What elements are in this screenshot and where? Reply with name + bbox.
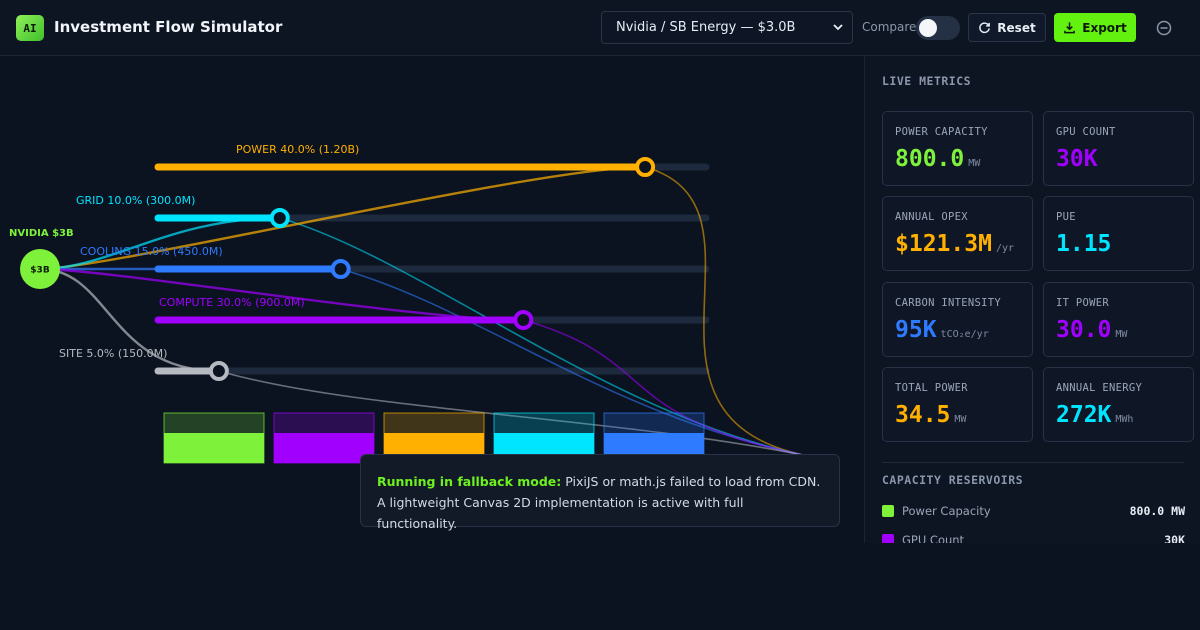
app-header: AI Investment Flow Simulator Nvidia / SB… [0,0,1200,56]
reservoir-fill [164,433,264,463]
metric-label: ANNUAL OPEX [895,211,968,223]
metric-value: 800.0 [895,146,965,172]
outflow-curve [218,370,809,457]
allocation-label-power: POWER 40.0% (1.20B) [236,143,360,156]
notice-text: PixiJS or math.js failed to load from CD… [377,474,821,531]
allocation-label-compute: COMPUTE 30.0% (900.0M) [159,296,305,309]
metric-value: 272K [1056,402,1112,428]
metric-card: PUE 1.15 [1043,196,1194,271]
export-label: Export [1082,20,1127,35]
metric-card: TOTAL POWER 34.5 MW [882,367,1033,442]
metric-label: TOTAL POWER [895,382,968,394]
metric-value-wrap: 30K [1056,146,1102,172]
metric-value-wrap: 1.15 [1056,231,1115,257]
metric-card: ANNUAL OPEX $121.3M/yr [882,196,1033,271]
notice-highlight: Running in fallback mode: [377,474,562,489]
metric-value-wrap: 272K MWh [1056,402,1133,428]
metric-card: GPU COUNT 30K [1043,111,1194,186]
allocation-label-site: SITE 5.0% (150.0M) [59,347,168,360]
metric-label: CARBON INTENSITY [895,297,1001,309]
reservoir-fill [274,433,374,463]
flow-canvas[interactable]: $3B NVIDIA $3B POWER 40.0% (1.20B) GRID 1… [0,56,864,630]
inflow-curve [39,216,280,271]
allocation-handle [330,259,351,279]
metric-value-wrap: $121.3M/yr [895,231,1014,257]
metric-card: CARBON INTENSITY 95K tCO₂e/yr [882,282,1033,357]
app-logo: AI [16,15,44,41]
allocation-handle [513,310,534,330]
allocation-label-grid: GRID 10.0% (300.0M) [76,194,196,207]
metric-unit: MW [1115,329,1128,340]
metric-card: POWER CAPACITY 800.0 MW [882,111,1033,186]
source-label: NVIDIA $3B [9,228,74,239]
metric-value-wrap: 95K tCO₂e/yr [895,317,989,343]
reservoirs-title: CAPACITY RESERVOIRS [882,473,1024,487]
metric-unit: /yr [995,243,1014,254]
metric-value-wrap: 30.0 MW [1056,317,1127,343]
metric-value: 34.5 [895,402,951,428]
export-button[interactable]: Export [1054,13,1136,42]
reservoir-swatch [882,534,894,543]
compare-label: Compare [862,20,917,34]
metric-value-wrap: 800.0 MW [895,146,980,172]
download-icon [1064,22,1076,34]
inflow-curve [39,267,219,373]
allocation-label-cooling: COOLING 15.0% (450.0M) [80,245,223,258]
source-node [20,249,60,289]
reset-button[interactable]: Reset [968,13,1046,42]
reset-label: Reset [997,20,1036,35]
reservoir-name: GPU Count [902,533,965,543]
scenario-select[interactable]: Nvidia / SB Energy — $3.0B [601,11,853,44]
metric-value: $121.3M [895,231,992,257]
fallback-notice: Running in fallback mode: PixiJS or math… [360,454,840,531]
allocation-handle [208,361,229,381]
chevron-down-icon [833,24,843,31]
metric-value: 30.0 [1056,317,1112,343]
refresh-icon [979,22,991,34]
compare-toggle[interactable] [916,16,960,40]
metric-value: 30K [1056,146,1098,172]
metric-label: IT POWER [1056,297,1109,309]
reservoir-row: Power Capacity 800.0 MW [882,503,1185,519]
live-metrics-title: LIVE METRICS [882,74,972,88]
reservoir-swatch [882,505,894,517]
minimize-icon[interactable] [1154,18,1174,38]
metrics-sidebar: LIVE METRICS POWER CAPACITY 800.0 MW GPU CO… [864,56,1200,543]
metric-label: POWER CAPACITY [895,126,988,138]
metric-unit: MWh [1115,414,1134,425]
sidebar-divider [882,462,1184,463]
metric-label: PUE [1056,211,1076,223]
metric-label: ANNUAL ENERGY [1056,382,1143,394]
source-node-label: $3B [30,266,50,276]
app-title: Investment Flow Simulator [54,18,283,36]
scenario-select-value: Nvidia / SB Energy — $3.0B [616,20,796,35]
metric-value: 1.15 [1056,231,1112,257]
allocation-handle [635,157,656,177]
reservoir-row: GPU Count 30K [882,532,1185,543]
reservoir-name: Power Capacity [902,504,991,518]
metric-card: IT POWER 30.0 MW [1043,282,1194,357]
inflow-curve [39,165,646,271]
metric-value-wrap: 34.5 MW [895,402,966,428]
metric-unit: MW [954,414,967,425]
reservoir-value: 800.0 MW [1129,504,1185,518]
metric-unit: tCO₂e/yr [940,329,989,340]
metric-card: ANNUAL ENERGY 272K MWh [1043,367,1194,442]
toggle-knob [919,19,937,37]
outflow-curve [644,166,809,457]
outflow-curve [279,217,809,457]
allocation-handle [269,208,290,228]
metric-unit: MW [968,158,981,169]
outflow-curve [523,319,809,457]
metric-value: 95K [895,317,937,343]
flow-diagram: $3B [20,157,809,464]
metric-label: GPU COUNT [1056,126,1116,138]
reservoir-value: 30K [1164,533,1185,543]
